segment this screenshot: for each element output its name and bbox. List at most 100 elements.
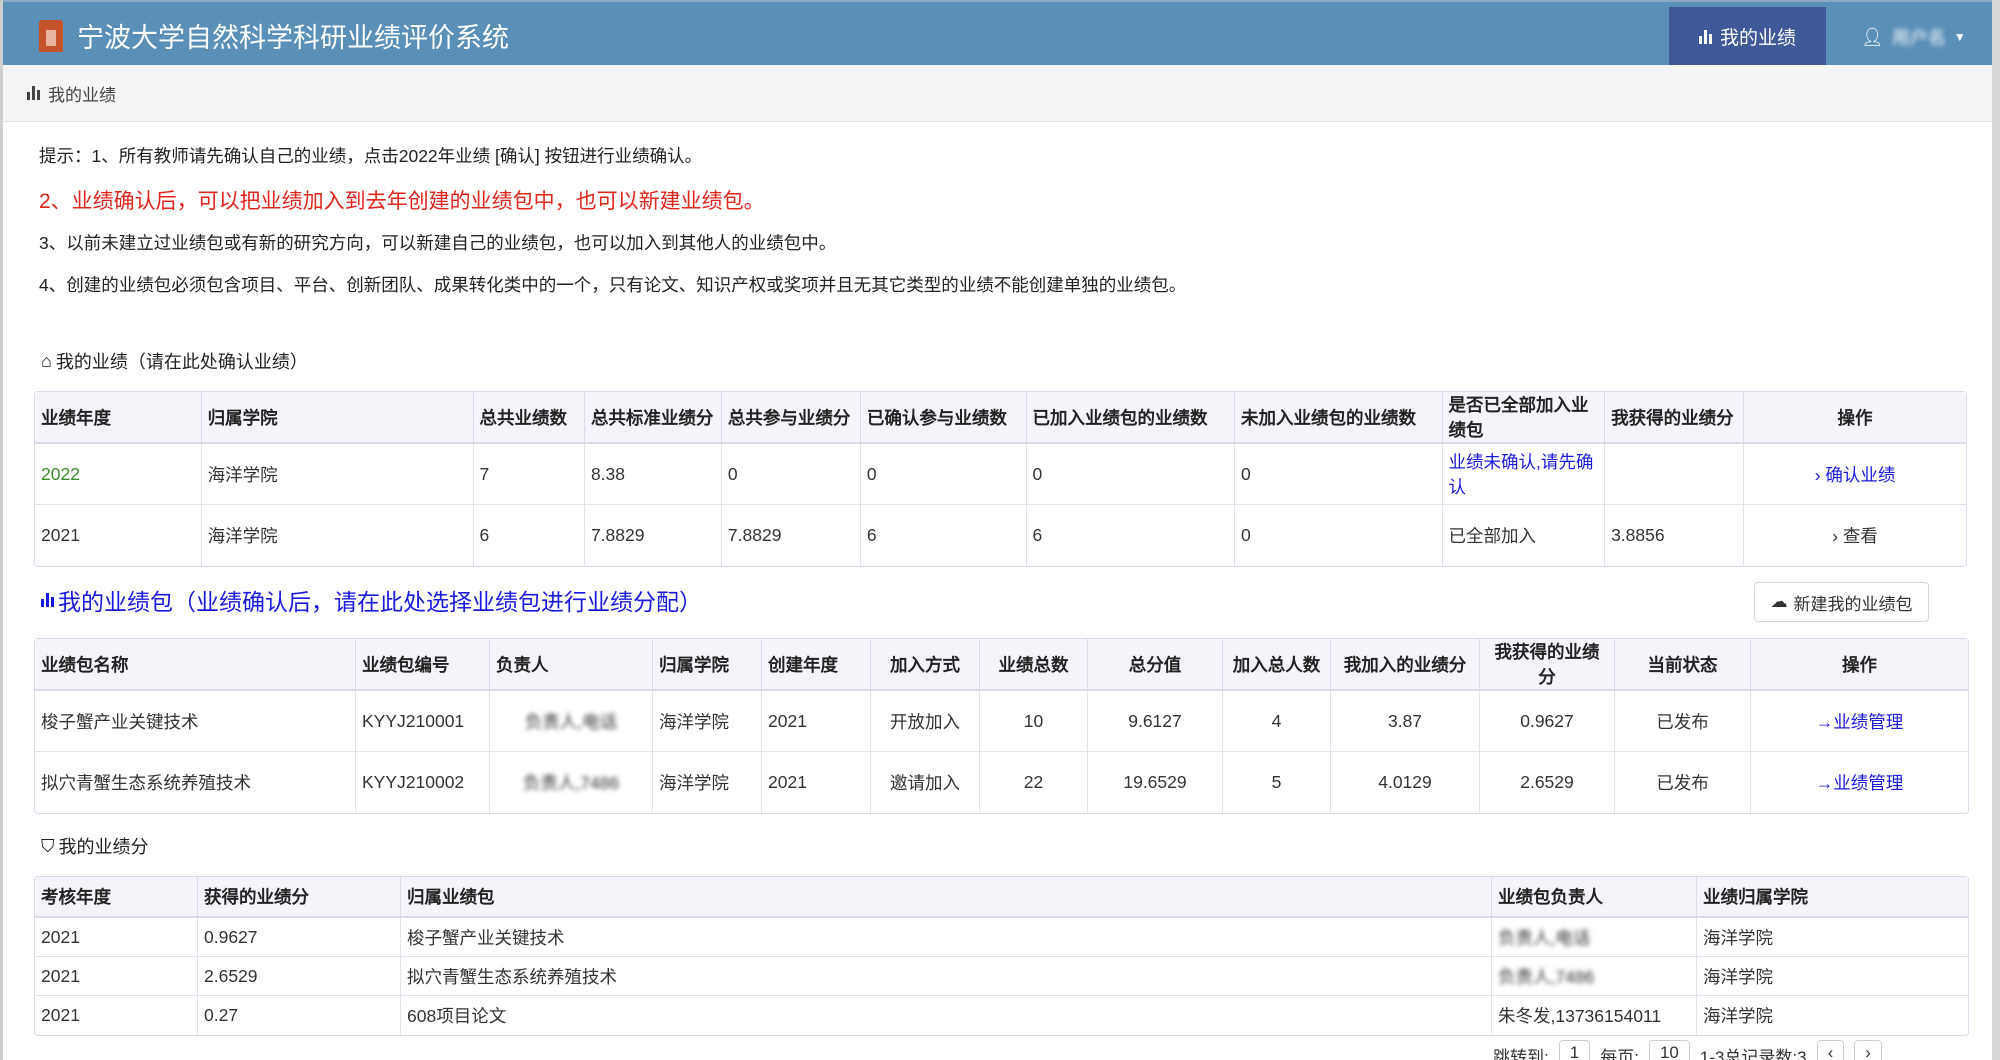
column-header: 是否已全部加入业绩包 (1442, 392, 1606, 444)
column-header: 加入方式 (871, 639, 980, 691)
manage-package-link[interactable]: →业绩管理 (1815, 711, 1904, 732)
view-link[interactable]: › 查看 (1832, 526, 1878, 546)
cell-text: 6 (866, 525, 877, 545)
table-cell: 已发布 (1615, 691, 1751, 752)
cell-text: 5 (1271, 772, 1282, 792)
pagination: 跳转到: 1 每页: 10 1-3总记录数:3 ‹ › (1493, 1040, 1882, 1060)
cell-text: 海洋学院 (207, 464, 278, 485)
table-cell: 负责人,7486 (490, 752, 653, 813)
jump-page-input[interactable]: 1 (1558, 1040, 1591, 1060)
table-cell: 梭子蟹产业关键技术 (35, 691, 356, 752)
cell-text: 海洋学院 (1703, 966, 1773, 987)
section-packages-title: 我的业绩包（业绩确认后，请在此处选择业绩包进行业绩分配） (41, 583, 702, 617)
table-cell: 负责人,电话 (1492, 918, 1697, 957)
cell-text: 2021 (768, 710, 807, 731)
table-cell: 梭子蟹产业关键技术 (401, 918, 1492, 957)
column-header: 已加入业绩包的业绩数 (1026, 392, 1236, 444)
cell-text: 0.9627 (204, 926, 258, 947)
column-header: 总共业绩数 (473, 392, 585, 444)
per-page-label: 每页: (1600, 1047, 1639, 1060)
table-row: 2021 2.6529 拟穴青蟹生态系统养殖技术 负责人,7486 海洋学院 (35, 957, 1968, 996)
cell-text: 已发布 (1656, 711, 1709, 732)
cell-text: 2.6529 (204, 965, 258, 986)
cell-text: 6 (479, 525, 490, 545)
table-cell: KYYJ210002 (356, 752, 490, 813)
cell-text: 8.38 (590, 463, 625, 484)
table-cell: 负责人,电话 (490, 691, 653, 752)
column-header: 归属学院 (653, 639, 762, 691)
table-cell: 2.6529 (198, 957, 401, 996)
table-cell: 2021 (35, 918, 198, 957)
cell-text: 海洋学院 (207, 526, 278, 546)
section-my-performance-title: ⌂ 我的业绩（请在此处确认业绩） (41, 348, 308, 374)
column-header: 当前状态 (1615, 639, 1751, 691)
record-summary: 1-3总记录数:3 (1699, 1047, 1807, 1060)
nav-my-performance[interactable]: 我的业绩 (1669, 7, 1826, 66)
cell-text: 608项目论文 (407, 1006, 507, 1026)
table-cell: 2021 (762, 691, 871, 752)
cell-text: 3.87 (1387, 710, 1423, 731)
cell-text: 19.6529 (1123, 772, 1187, 792)
table-cell: 8.38 (584, 444, 722, 505)
column-header: 获得的业绩分 (198, 877, 401, 918)
table-cell: 2021 (35, 505, 202, 566)
cell-text: 7 (479, 463, 490, 484)
new-package-button[interactable]: ☁ 新建我的业绩包 (1754, 582, 1929, 622)
section-title-text: 我的业绩（请在此处确认业绩） (55, 352, 308, 372)
table-cell: 19.6529 (1088, 752, 1223, 813)
cell-text: 拟穴青蟹生态系统养殖技术 (407, 966, 617, 987)
section-title-text: 我的业绩包（业绩确认后，请在此处选择业绩包进行业绩分配） (58, 589, 702, 615)
app-title: 宁波大学自然科学科研业绩评价系统 (77, 23, 509, 53)
table-cell: 海洋学院 (201, 444, 474, 505)
column-header: 考核年度 (35, 877, 198, 918)
table-cell: 0.27 (198, 996, 401, 1035)
table-cell: 4 (1223, 691, 1331, 752)
table-cell: 海洋学院 (1697, 996, 1968, 1035)
table-cell: 2.6529 (1480, 752, 1615, 813)
cell-text: 0.9627 (1520, 710, 1574, 731)
cell-text: 2021 (41, 1005, 80, 1025)
notice-1: 提示：1、所有教师请先确认自己的业绩，点击2022年业绩 [确认] 按钮进行业绩… (39, 146, 703, 166)
cell-text: 海洋学院 (1703, 927, 1773, 948)
table-cell: 开放加入 (871, 691, 980, 752)
next-page-button[interactable]: › (1854, 1040, 1882, 1060)
column-header: 创建年度 (762, 639, 871, 691)
cloud-upload-icon: ☁ (1770, 592, 1788, 611)
table-cell: 608项目论文 (401, 996, 1492, 1035)
table-cell: 7.8829 (722, 505, 861, 566)
shield-check-icon: ⛉ (41, 835, 55, 856)
user-menu[interactable]: 👤︎ 用户名 ▼ (1861, 24, 1966, 50)
notice-4: 4、创建的业绩包必须包含项目、平台、创新团队、成果转化类中的一个，只有论文、知识… (39, 275, 1187, 295)
table-cell: 海洋学院 (653, 752, 762, 813)
unconfirmed-link[interactable]: 业绩未确认,请先确认 (1448, 452, 1594, 497)
table-cell: 0.9627 (198, 918, 401, 957)
cell-text: 0.27 (204, 1005, 239, 1025)
per-page-select[interactable]: 10 (1648, 1040, 1690, 1060)
table-cell: 2021 (762, 752, 871, 813)
scores-table: 考核年度 获得的业绩分 归属业绩包 业绩包负责人 业绩归属学院 2021 0.9627 梭子蟹… (34, 876, 1969, 1036)
table-cell: 0 (721, 444, 861, 505)
cell-text: 2022 (41, 463, 80, 484)
cell-text: 2021 (41, 965, 80, 986)
cell-text: 负责人,电话 (524, 711, 618, 732)
table-cell: 朱冬发,13736154011 (1492, 996, 1697, 1035)
prev-page-button[interactable]: ‹ (1816, 1040, 1845, 1060)
table-cell: 业绩未确认,请先确认 (1442, 444, 1606, 505)
cell-text: 4 (1271, 710, 1282, 731)
confirm-performance-link[interactable]: › 确认业绩 (1814, 464, 1896, 485)
bar-chart-icon (27, 86, 40, 100)
notice-2: 2、业绩确认后，可以把业绩加入到去年创建的业绩包中，也可以新建业绩包。 (39, 190, 765, 213)
column-header: 业绩包编号 (356, 639, 490, 691)
manage-package-link[interactable]: →业绩管理 (1815, 773, 1904, 793)
table-cell: 0 (1026, 444, 1236, 505)
cell-text: 邀请加入 (890, 773, 960, 793)
cell-text: 0 (1032, 463, 1043, 484)
table-cell: KYYJ210001 (356, 691, 490, 752)
cell-text: 海洋学院 (1703, 1006, 1773, 1026)
table-cell: 6 (474, 505, 585, 566)
table-cell: 2021 (35, 957, 198, 996)
packages-table: 业绩包名称 业绩包编号 负责人 归属学院 创建年度 加入方式 业绩总数 总分值 加入总人数 我加入… (34, 638, 1969, 814)
column-header: 未加入业绩包的业绩数 (1235, 392, 1443, 444)
cell-text: 海洋学院 (659, 773, 729, 793)
